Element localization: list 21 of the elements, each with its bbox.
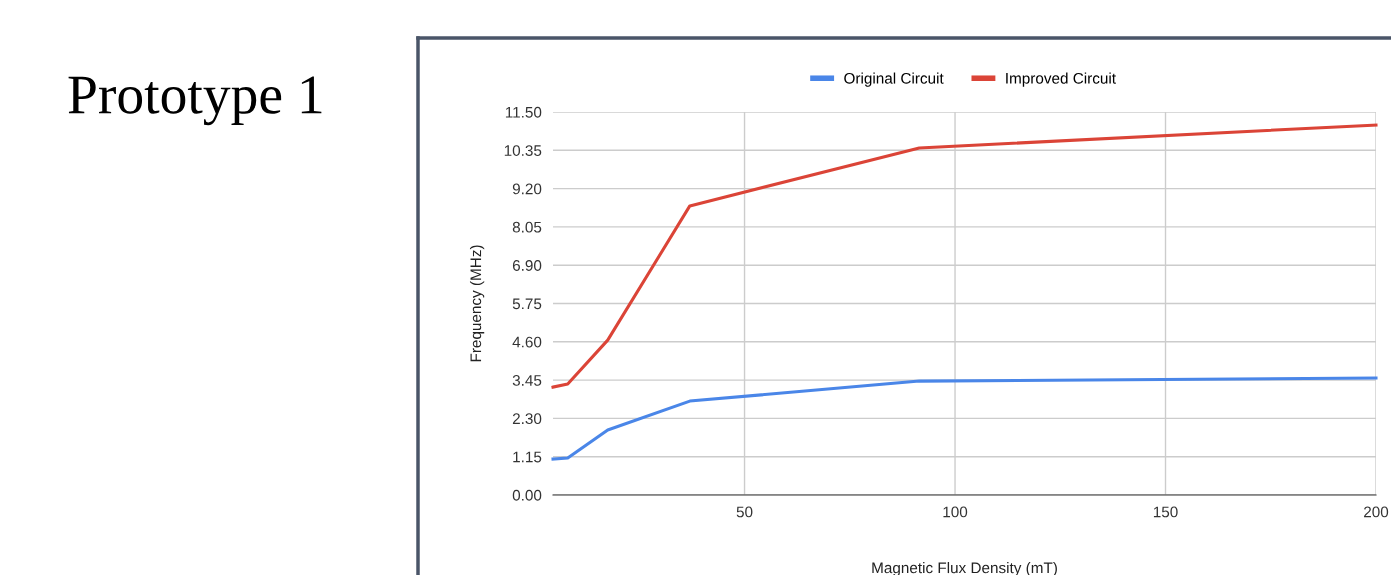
line-series	[551, 376, 1378, 461]
y-tick-label: 8.05	[512, 221, 542, 233]
y-tick-label: 2.30	[512, 413, 542, 425]
y-tick-label: 0.00	[512, 489, 542, 501]
x-tick-label: 100	[943, 506, 968, 518]
line-series	[551, 123, 1378, 389]
legend-label: Original Circuit	[844, 72, 944, 87]
y-axis-title: Frequency (MHz)	[469, 245, 485, 362]
chart-title: Prototype 1	[68, 76, 322, 126]
y-tick-label: 9.20	[512, 183, 542, 195]
x-tick-label: 50	[736, 506, 753, 518]
y-tick-label: 1.15	[513, 451, 542, 463]
y-tick-label: 11.50	[505, 106, 542, 118]
y-tick-label: 3.45	[512, 374, 542, 386]
x-tick-label: 150	[1153, 506, 1178, 518]
y-tick-label: 5.75	[512, 298, 542, 310]
y-tick-label: 4.60	[512, 336, 542, 348]
x-tick-label: 200	[1364, 506, 1389, 518]
y-tick-label: 6.90	[512, 260, 542, 271]
y-tick-label: 10.35	[504, 145, 542, 156]
legend-label: Improved Circuit	[1006, 72, 1116, 87]
